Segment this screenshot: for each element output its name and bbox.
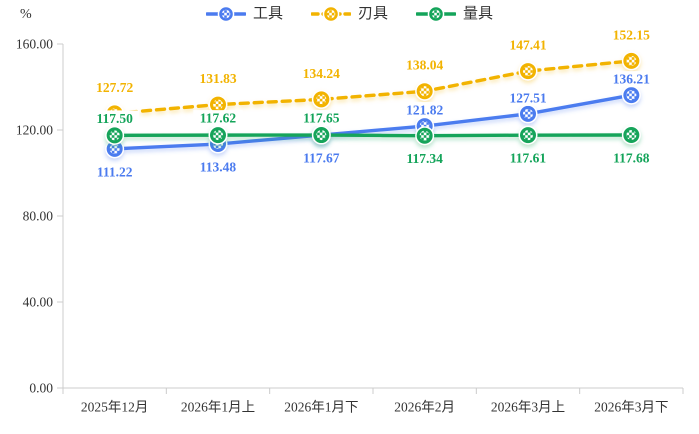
- data-label-gauges: 117.62: [200, 111, 237, 126]
- series-cutters: [105, 51, 641, 123]
- y-axis-tick-label: 40.00: [23, 295, 54, 310]
- data-label-bg: [503, 150, 553, 167]
- data-label-bg: [606, 26, 657, 43]
- data-label-tools: 113.48: [200, 160, 237, 175]
- data-label-bg: [399, 57, 450, 74]
- legend-item-gauges[interactable]: 量具: [416, 5, 493, 23]
- data-label-cutters: 134.24: [303, 66, 340, 81]
- data-label-cutters: 127.72: [96, 80, 133, 95]
- data-label-bg: [296, 150, 347, 167]
- data-label-cutters: 131.83: [199, 71, 236, 86]
- data-label-cutters: 147.41: [509, 38, 546, 53]
- data-label-bg: [89, 79, 140, 96]
- data-label-gauges: 117.34: [406, 151, 443, 166]
- data-point-gauges[interactable]: [105, 125, 125, 145]
- data-label-tools: 127.51: [509, 90, 546, 105]
- y-axis-tick-label: 120.00: [16, 123, 53, 138]
- data-label-tools: 121.82: [406, 103, 443, 118]
- legend-marker-cutters-icon: [310, 5, 351, 23]
- legend-item-cutters[interactable]: 刃具: [310, 5, 388, 23]
- data-point-cutters[interactable]: [518, 61, 538, 81]
- legend-marker-tools-icon: [205, 5, 246, 23]
- data-point-gauges[interactable]: [311, 125, 331, 145]
- y-axis-tick-label: 160.00: [16, 37, 53, 52]
- series-line-gauges: [112, 133, 634, 138]
- data-label-gauges: 117.50: [96, 111, 133, 126]
- y-axis-tick-label: 80.00: [23, 209, 54, 224]
- data-label-cutters: 138.04: [406, 58, 443, 73]
- data-label-bg: [89, 163, 140, 180]
- x-axis-category-label: 2026年1月上: [181, 400, 255, 415]
- data-point-tools[interactable]: [105, 139, 125, 159]
- data-label-gauges: 117.61: [510, 151, 547, 166]
- data-label-bg: [193, 159, 243, 176]
- data-label-gauges: 117.65: [303, 111, 340, 126]
- data-point-gauges[interactable]: [415, 126, 435, 146]
- x-axis-category-label: 2025年12月: [81, 400, 149, 415]
- data-label-cutters: 152.15: [613, 27, 650, 42]
- data-point-gauges[interactable]: [621, 125, 641, 145]
- chart-legend: 工具 刃具 量具: [0, 5, 699, 23]
- x-axis-category-label: 2026年3月上: [491, 400, 565, 415]
- series-line-tools: [112, 93, 634, 151]
- axes: 0.00 40.00 80.00 120.00 160.00 2025年12月 2026年1…: [16, 37, 684, 415]
- data-point-cutters[interactable]: [621, 51, 641, 71]
- x-axis-category-label: 2026年2月: [394, 400, 455, 415]
- data-label-tools: 136.21: [613, 72, 650, 87]
- x-axis-category-label: 2026年1月下: [284, 400, 358, 415]
- data-label-gauges: 117.68: [613, 150, 650, 165]
- data-point-gauges[interactable]: [518, 125, 538, 145]
- series-gauges: [105, 125, 641, 146]
- data-label-bg: [503, 37, 553, 54]
- data-label-bg: [296, 65, 347, 82]
- data-point-tools[interactable]: [518, 104, 538, 124]
- legend-marker-gauges-icon: [416, 5, 456, 23]
- data-label-bg: [399, 102, 450, 119]
- legend-label-tools: 工具: [252, 6, 283, 22]
- data-label-bg: [193, 70, 243, 87]
- x-axis-category-label: 2026年3月下: [594, 400, 668, 415]
- data-point-tools[interactable]: [621, 85, 641, 105]
- data-label-tools: 111.22: [97, 164, 133, 179]
- data-label-bg: [399, 150, 450, 167]
- data-point-cutters[interactable]: [311, 89, 331, 109]
- data-label-bg: [606, 149, 657, 166]
- legend-label-cutters: 刃具: [357, 6, 388, 22]
- data-point-cutters[interactable]: [208, 95, 228, 115]
- data-label-bg: [193, 110, 243, 127]
- data-label-tools: 117.67: [303, 151, 340, 166]
- data-point-gauges[interactable]: [208, 125, 228, 145]
- legend-item-tools[interactable]: 工具: [205, 5, 283, 23]
- y-axis-tick-label: 0.00: [29, 381, 53, 396]
- y-axis-unit-label: %: [20, 7, 32, 22]
- series-line-cutters: [112, 59, 634, 116]
- legend-label-gauges: 量具: [463, 6, 494, 22]
- data-label-bg: [606, 71, 657, 88]
- data-label-bg: [296, 110, 347, 127]
- data-point-cutters[interactable]: [415, 81, 435, 101]
- data-label-bg: [503, 89, 553, 106]
- data-label-bg: [89, 110, 140, 127]
